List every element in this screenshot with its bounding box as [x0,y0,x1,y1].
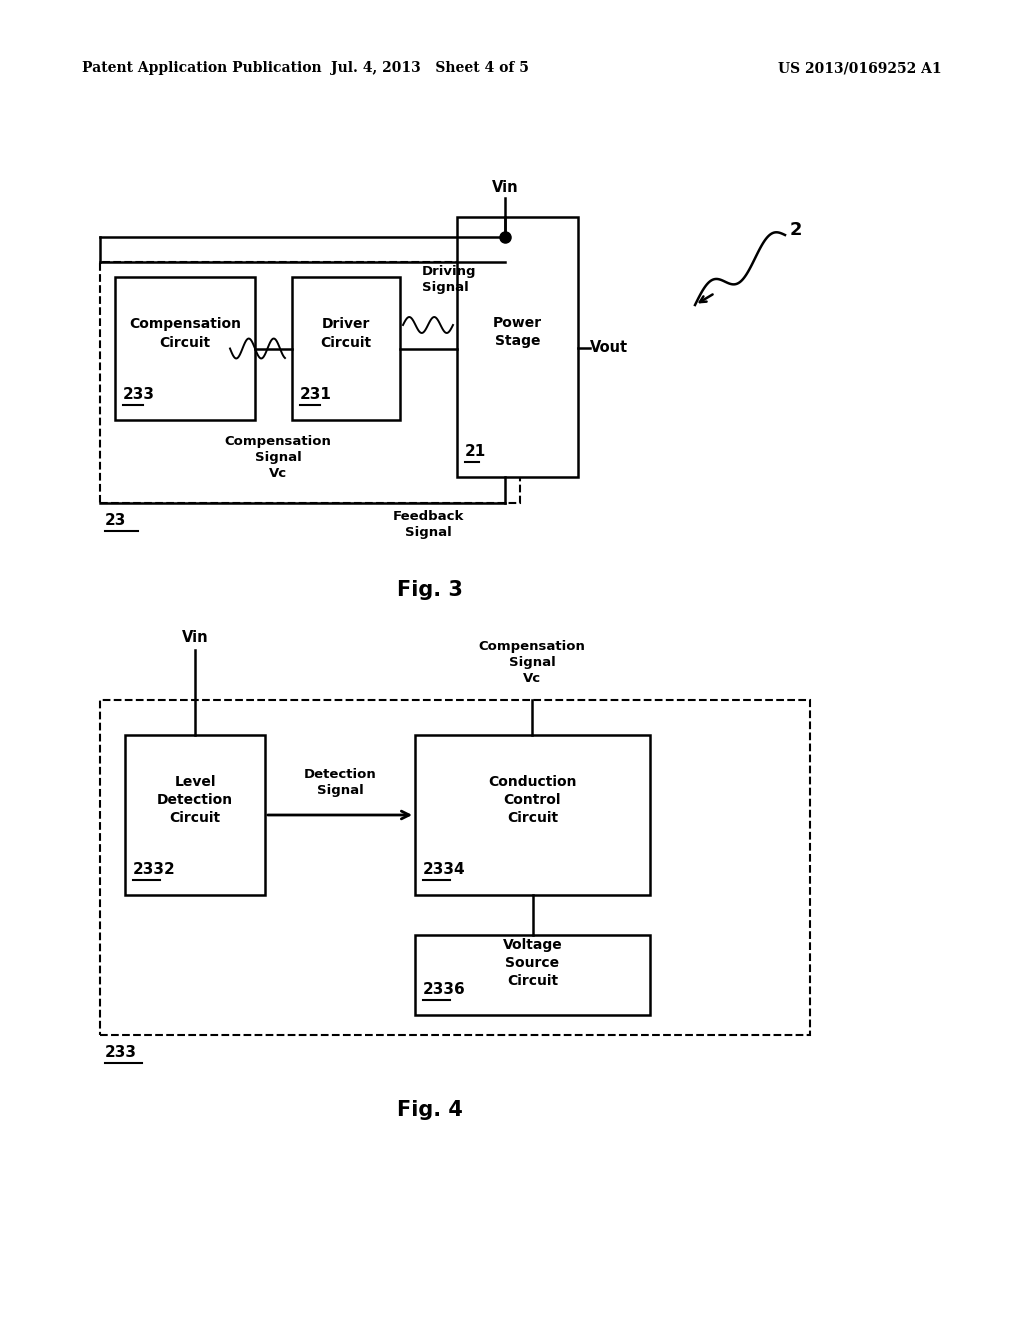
Text: Vout: Vout [590,341,628,355]
Text: Fig. 3: Fig. 3 [397,579,463,601]
Text: 2332: 2332 [133,862,176,876]
Text: Compensation
Signal
Vc: Compensation Signal Vc [478,640,586,685]
Bar [125,735,265,895]
Text: Vin: Vin [492,180,518,195]
Text: Driving
Signal: Driving Signal [422,265,476,294]
Text: 2334: 2334 [423,862,466,876]
Text: 231: 231 [300,387,332,403]
Text: 21: 21 [465,444,486,459]
Text: Vin: Vin [181,630,208,645]
Text: 233: 233 [123,387,155,403]
Text: Level
Detection
Circuit: Level Detection Circuit [157,775,233,825]
Text: Conduction
Control
Circuit: Conduction Control Circuit [488,775,577,825]
Text: 2: 2 [790,220,803,239]
Text: Patent Application Publication: Patent Application Publication [82,61,322,75]
Bar [415,735,650,895]
Text: Jul. 4, 2013   Sheet 4 of 5: Jul. 4, 2013 Sheet 4 of 5 [331,61,529,75]
Text: Fig. 4: Fig. 4 [397,1100,463,1119]
Text: 233: 233 [105,1045,137,1060]
Bar [415,935,650,1015]
Text: Power
Stage: Power Stage [493,315,542,348]
Text: Compensation
Signal
Vc: Compensation Signal Vc [224,436,332,480]
Bar [100,700,810,1035]
Text: 2336: 2336 [423,982,466,997]
Text: Detection
Signal: Detection Signal [304,768,377,797]
Text: 23: 23 [105,513,126,528]
Bar [115,277,255,420]
Text: Voltage
Source
Circuit: Voltage Source Circuit [503,937,562,989]
Bar [100,261,520,503]
Text: Feedback
Signal: Feedback Signal [392,510,464,539]
Bar [292,277,400,420]
Text: Compensation
Circuit: Compensation Circuit [129,317,241,350]
Text: US 2013/0169252 A1: US 2013/0169252 A1 [778,61,942,75]
Bar [457,216,578,477]
Text: Driver
Circuit: Driver Circuit [321,317,372,350]
